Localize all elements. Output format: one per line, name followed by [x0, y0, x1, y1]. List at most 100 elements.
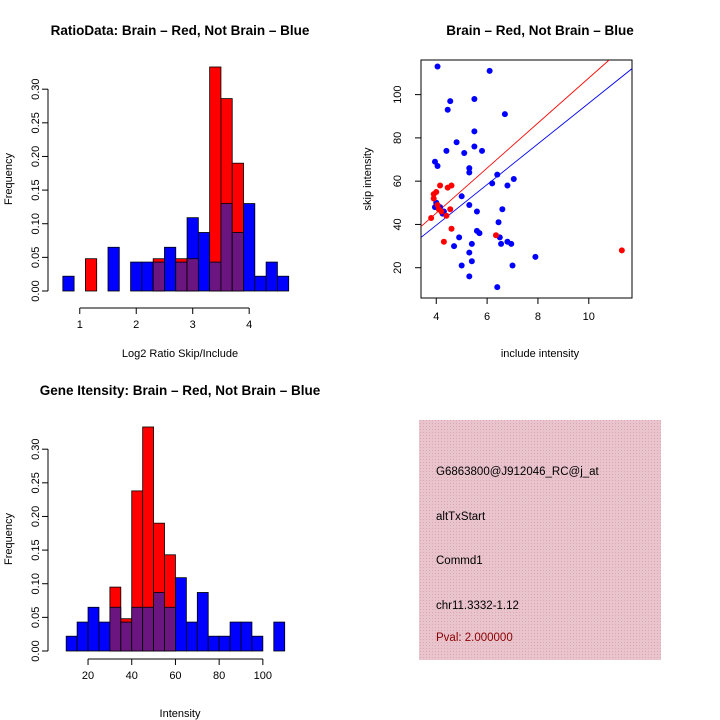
ratio-x-tick-label: 4	[246, 319, 252, 331]
location-text: chr11.3332-1.12	[436, 600, 519, 612]
scatter-x-tick-label: 8	[535, 311, 541, 323]
scatter-point-brain	[437, 182, 444, 189]
scatter-point-not-brain	[466, 273, 473, 280]
ratio-y-tick-label: 0.20	[30, 146, 42, 167]
ratio-bar-brain	[209, 66, 222, 292]
scatter-point-not-brain	[471, 128, 478, 135]
scatter-point-not-brain	[494, 284, 501, 291]
scatter-point-not-brain	[471, 95, 478, 102]
scatter-point-not-brain	[458, 193, 465, 200]
scatter-point-not-brain	[532, 253, 539, 260]
scatter-point-not-brain	[479, 147, 486, 154]
event-type-text: altTxStart	[436, 511, 486, 523]
intensity-scatter-panel: Brain – Red, Not Brain – Blue include in…	[362, 23, 634, 360]
ratio-bar-overlap	[220, 203, 233, 292]
scatter-point-brain	[618, 247, 625, 254]
ratio-y-tick-label: 0.10	[30, 213, 42, 234]
scatter-point-not-brain	[434, 63, 441, 70]
gene-bar-overlap	[164, 606, 176, 652]
gene-x-tick-label: 80	[213, 670, 225, 682]
ratio-histogram-axes: 1 2 3 4 0.00 0.05 0.10 0.15 0.20 0.25 0.30	[30, 78, 252, 331]
info-panel: G6863800@J912046_RC@j_at altTxStart Comm…	[419, 420, 661, 660]
scatter-x-tick-label: 10	[583, 311, 595, 323]
gene-y-tick-label: 0.25	[30, 472, 42, 493]
scatter-point-not-brain	[509, 262, 516, 269]
gene-bar-overlap	[109, 606, 122, 652]
ratio-bar-not-brain	[197, 232, 211, 292]
ratio-y-tick-label: 0.05	[30, 247, 42, 268]
gene-bar-overlap	[120, 621, 133, 652]
gene-histogram-bars	[65, 426, 286, 652]
gene-histogram-title: Gene Itensity: Brain – Red, Not Brain – …	[40, 383, 321, 398]
ratio-bar-not-brain	[277, 275, 290, 292]
scatter-point-not-brain	[468, 240, 475, 247]
scatter-point-not-brain	[495, 219, 502, 226]
scatter-y-tick-label: 20	[392, 262, 404, 274]
gene-bar-not-brain	[273, 621, 286, 652]
gene-bar-not-brain	[87, 606, 100, 652]
scatter-point-brain	[448, 225, 455, 232]
gene-bar-not-brain	[175, 577, 187, 652]
scatter-point-brain	[433, 188, 440, 195]
scatter-y-tick-label: 80	[392, 132, 404, 144]
scatter-point-brain	[430, 195, 437, 202]
scatter-ylabel: skip intensity	[362, 147, 374, 210]
scatter-point-not-brain	[499, 206, 506, 213]
ratio-histogram-panel: RatioData: Brain – Red, Not Brain – Blue…	[3, 23, 310, 360]
ratio-histogram-ylabel: Frequency	[3, 153, 15, 205]
scatter-x-tick-label: 6	[484, 311, 490, 323]
gene-bar-not-brain	[98, 621, 111, 652]
gene-bar-not-brain	[76, 621, 89, 652]
scatter-point-not-brain	[466, 165, 473, 172]
scatter-point-not-brain	[486, 67, 493, 74]
scatter-point-not-brain	[451, 243, 458, 250]
ratio-bar-overlap	[152, 261, 165, 292]
scatter-point-not-brain	[504, 182, 511, 189]
gene-intensity-histogram-panel: Gene Itensity: Brain – Red, Not Brain – …	[3, 383, 321, 720]
scatter-point-not-brain	[456, 234, 463, 241]
ratio-histogram-bars	[62, 66, 290, 292]
ratio-y-tick-label: 0.30	[30, 78, 42, 99]
scatter-x-tick-label: 4	[433, 311, 439, 323]
scatter-point-not-brain	[466, 249, 473, 256]
scatter-fit-lines	[421, 60, 632, 238]
gene-bar-overlap	[142, 606, 154, 652]
ratio-bar-overlap	[186, 258, 199, 292]
ratio-bar-not-brain	[265, 261, 278, 292]
scatter-point-not-brain	[466, 201, 473, 208]
gene-bar-not-brain	[229, 621, 242, 652]
scatter-xlabel: include intensity	[501, 348, 580, 360]
scatter-point-not-brain	[466, 169, 473, 176]
ratio-x-tick-label: 2	[133, 319, 139, 331]
gene-histogram-ylabel: Frequency	[3, 513, 15, 565]
ratio-bar-not-brain	[141, 261, 154, 292]
scatter-title: Brain – Red, Not Brain – Blue	[446, 23, 634, 38]
scatter-point-brain	[428, 214, 435, 221]
scatter-point-not-brain	[473, 208, 480, 215]
ratio-x-tick-label: 1	[77, 319, 83, 331]
ratio-bar-not-brain	[254, 275, 267, 292]
ratio-bar-overlap	[231, 232, 244, 292]
gene-bar-overlap	[131, 606, 144, 652]
ratio-bar-not-brain	[130, 261, 143, 292]
pval-text: Pval: 2.000000	[436, 632, 513, 644]
scatter-point-not-brain	[434, 163, 441, 170]
scatter-fit-line-brain	[421, 60, 610, 227]
gene-x-tick-label: 20	[82, 670, 94, 682]
gene-x-tick-label: 100	[254, 670, 272, 682]
gene-y-tick-label: 0.15	[30, 539, 42, 560]
ratio-histogram-title: RatioData: Brain – Red, Not Brain – Blue	[51, 23, 310, 38]
ratio-bar-overlap	[209, 261, 222, 292]
gene-y-tick-label: 0.30	[30, 438, 42, 459]
gene-symbol-text: Commd1	[436, 555, 483, 567]
gene-histogram-xlabel: Intensity	[160, 708, 201, 720]
scatter-point-not-brain	[489, 180, 496, 187]
ratio-bar-not-brain	[62, 275, 75, 292]
ratio-histogram-xlabel: Log2 Ratio Skip/Include	[122, 348, 238, 360]
gene-x-tick-label: 60	[169, 670, 181, 682]
scatter-y-tick-label: 40	[392, 218, 404, 230]
scatter-point-brain	[438, 208, 445, 215]
gene-bar-not-brain	[251, 635, 264, 652]
ratio-y-tick-label: 0.15	[30, 179, 42, 200]
gene-histogram-axes: 20 40 60 80 100 0.00 0.05 0.10 0.15 0.20 0.25 0.30	[30, 438, 272, 682]
